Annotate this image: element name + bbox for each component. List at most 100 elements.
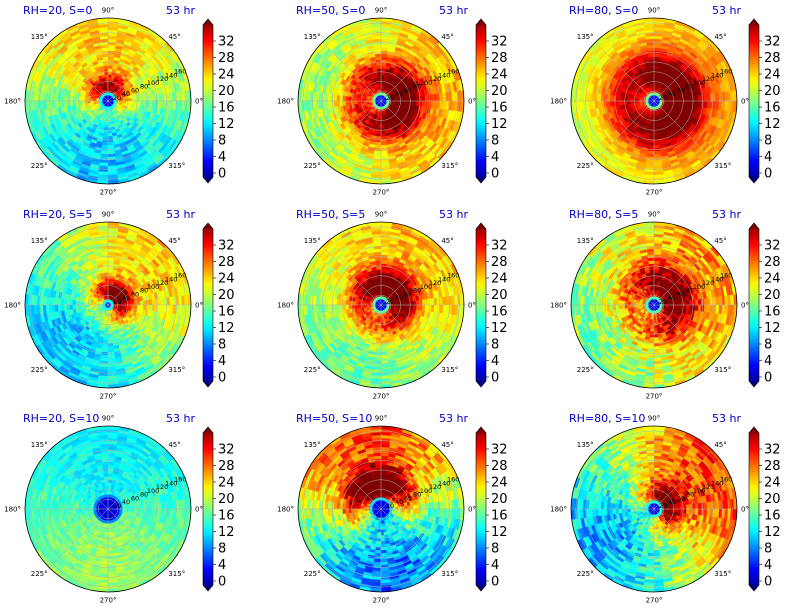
- radial-tick-label: 80: [686, 83, 694, 91]
- angle-tick-label: 270°: [646, 393, 663, 401]
- radial-tick-label: 20: [386, 298, 394, 306]
- angle-tick-label: 180°: [550, 98, 567, 106]
- colorbar-tick-label: 20: [764, 288, 781, 303]
- colorbar-tick-label: 16: [764, 305, 781, 320]
- panel-title: RH=50, S=5: [296, 208, 365, 221]
- colorbar-tick-label: 8: [764, 542, 772, 557]
- colorbar-tick-label: 0: [218, 371, 226, 386]
- polar-frame: [570, 221, 738, 389]
- colorbar-tick-label: 0: [218, 575, 226, 590]
- radial-tick-label: 140: [711, 479, 723, 487]
- angle-tick-label: 45°: [168, 33, 180, 41]
- polar-frame: [297, 221, 465, 389]
- colorbar-tick-label: 20: [218, 288, 235, 303]
- panel-time-label: 53 hr: [439, 208, 468, 221]
- colorbar-tick-label: 28: [491, 255, 508, 270]
- angle-tick-label: 0°: [195, 98, 203, 106]
- radial-tick-label: 140: [165, 275, 177, 283]
- radial-tick-label: 140: [438, 71, 450, 79]
- radial-tick-label: 80: [413, 83, 421, 91]
- colorbar-tick-label: 28: [218, 459, 235, 474]
- colorbar-tick-label: 32: [218, 443, 235, 458]
- colorbar-tick-label: 12: [764, 117, 781, 132]
- angle-tick-label: 45°: [168, 237, 180, 245]
- colorbar-extend-min: [749, 381, 759, 387]
- radial-tick-label: 80: [686, 491, 694, 499]
- colorbar-tick-label: 0: [491, 371, 499, 386]
- angle-tick-label: 315°: [441, 366, 458, 374]
- angle-tick-label: 315°: [714, 162, 731, 170]
- colorbar-tick-label: 8: [218, 338, 226, 353]
- colorbar-tick-label: 12: [764, 321, 781, 336]
- radial-tick-label: 20: [659, 298, 667, 306]
- colorbar-body: [749, 25, 759, 177]
- radial-tick-label: 160: [720, 476, 732, 484]
- polar-panel-6: 0°45°90°135°180°225°270°315°20 40 60 801001…: [550, 208, 780, 401]
- radial-tick-label: 40: [122, 498, 130, 506]
- panel-title: RH=50, S=10: [296, 412, 372, 425]
- radial-tick-label: 20: [386, 502, 394, 510]
- colorbar-body: [749, 229, 759, 381]
- colorbar-tick-label: 20: [218, 84, 235, 99]
- radial-tick-label: 120: [702, 279, 714, 287]
- radial-tick-label: 80: [413, 287, 421, 295]
- angle-tick-label: 225°: [577, 366, 594, 374]
- colorbar-tick-label: 24: [491, 272, 508, 287]
- panel-time-label: 53 hr: [166, 208, 195, 221]
- colorbar-tick-label: 20: [491, 84, 508, 99]
- radial-tick-label: 100: [420, 79, 432, 87]
- radial-tick-label: 20: [113, 94, 121, 102]
- colorbar-tick-label: 4: [491, 150, 499, 165]
- angular-grid-line: [322, 246, 382, 306]
- angle-tick-label: 180°: [550, 302, 567, 310]
- angle-tick-label: 270°: [646, 597, 663, 605]
- angle-tick-label: 90°: [375, 7, 387, 15]
- colorbar-tick-label: 24: [218, 272, 235, 287]
- radial-tick-label: 120: [429, 279, 441, 287]
- colorbar-tick-label: 4: [218, 150, 226, 165]
- panel-title: RH=80, S=10: [569, 412, 645, 425]
- radial-tick-label: 40: [668, 90, 676, 98]
- angular-grid-line: [595, 450, 655, 510]
- angle-tick-label: 135°: [304, 441, 321, 449]
- colorbar-tick-label: 24: [491, 68, 508, 83]
- angle-tick-label: 135°: [577, 237, 594, 245]
- radial-tick-label: 120: [702, 75, 714, 83]
- angle-tick-label: 0°: [468, 302, 476, 310]
- panel-time-label: 53 hr: [166, 4, 195, 17]
- colorbar-tick-label: 24: [491, 476, 508, 491]
- colorbar-extend-max: [476, 19, 486, 25]
- radial-tick-label: 40: [668, 294, 676, 302]
- angular-grid-line: [322, 304, 382, 364]
- angle-tick-label: 180°: [277, 302, 294, 310]
- polar-frame: [24, 17, 192, 185]
- panel-title: RH=50, S=0: [296, 4, 365, 17]
- angle-tick-label: 315°: [441, 570, 458, 578]
- angular-grid-line: [380, 450, 440, 510]
- colorbar-tick-label: 8: [491, 542, 499, 557]
- colorbar-body: [476, 229, 486, 381]
- angular-grid-line: [49, 450, 109, 510]
- colorbar-tick-label: 16: [218, 101, 235, 116]
- angular-grid-line: [49, 100, 109, 160]
- radial-tick-label: 60: [131, 86, 139, 94]
- colorbar-tick-label: 28: [764, 255, 781, 270]
- angle-tick-label: 135°: [304, 33, 321, 41]
- colorbar-tick-label: 20: [764, 492, 781, 507]
- angular-grid-line: [595, 246, 655, 306]
- colorbar-body: [749, 433, 759, 585]
- colorbar-extend-min: [749, 585, 759, 591]
- colorbar-tick-label: 28: [764, 459, 781, 474]
- panel-time-label: 53 hr: [439, 4, 468, 17]
- angular-grid-line: [322, 450, 382, 510]
- angle-tick-label: 45°: [714, 441, 726, 449]
- colorbar-extend-min: [476, 585, 486, 591]
- colorbar-tick-label: 28: [491, 51, 508, 66]
- radial-tick-label: 60: [131, 494, 139, 502]
- colorbar-tick-label: 28: [764, 51, 781, 66]
- polar-frame: [297, 17, 465, 185]
- angular-grid-line: [322, 100, 382, 160]
- colorbar-extend-min: [749, 177, 759, 183]
- angle-tick-label: 315°: [714, 570, 731, 578]
- colorbar-tick-label: 28: [218, 255, 235, 270]
